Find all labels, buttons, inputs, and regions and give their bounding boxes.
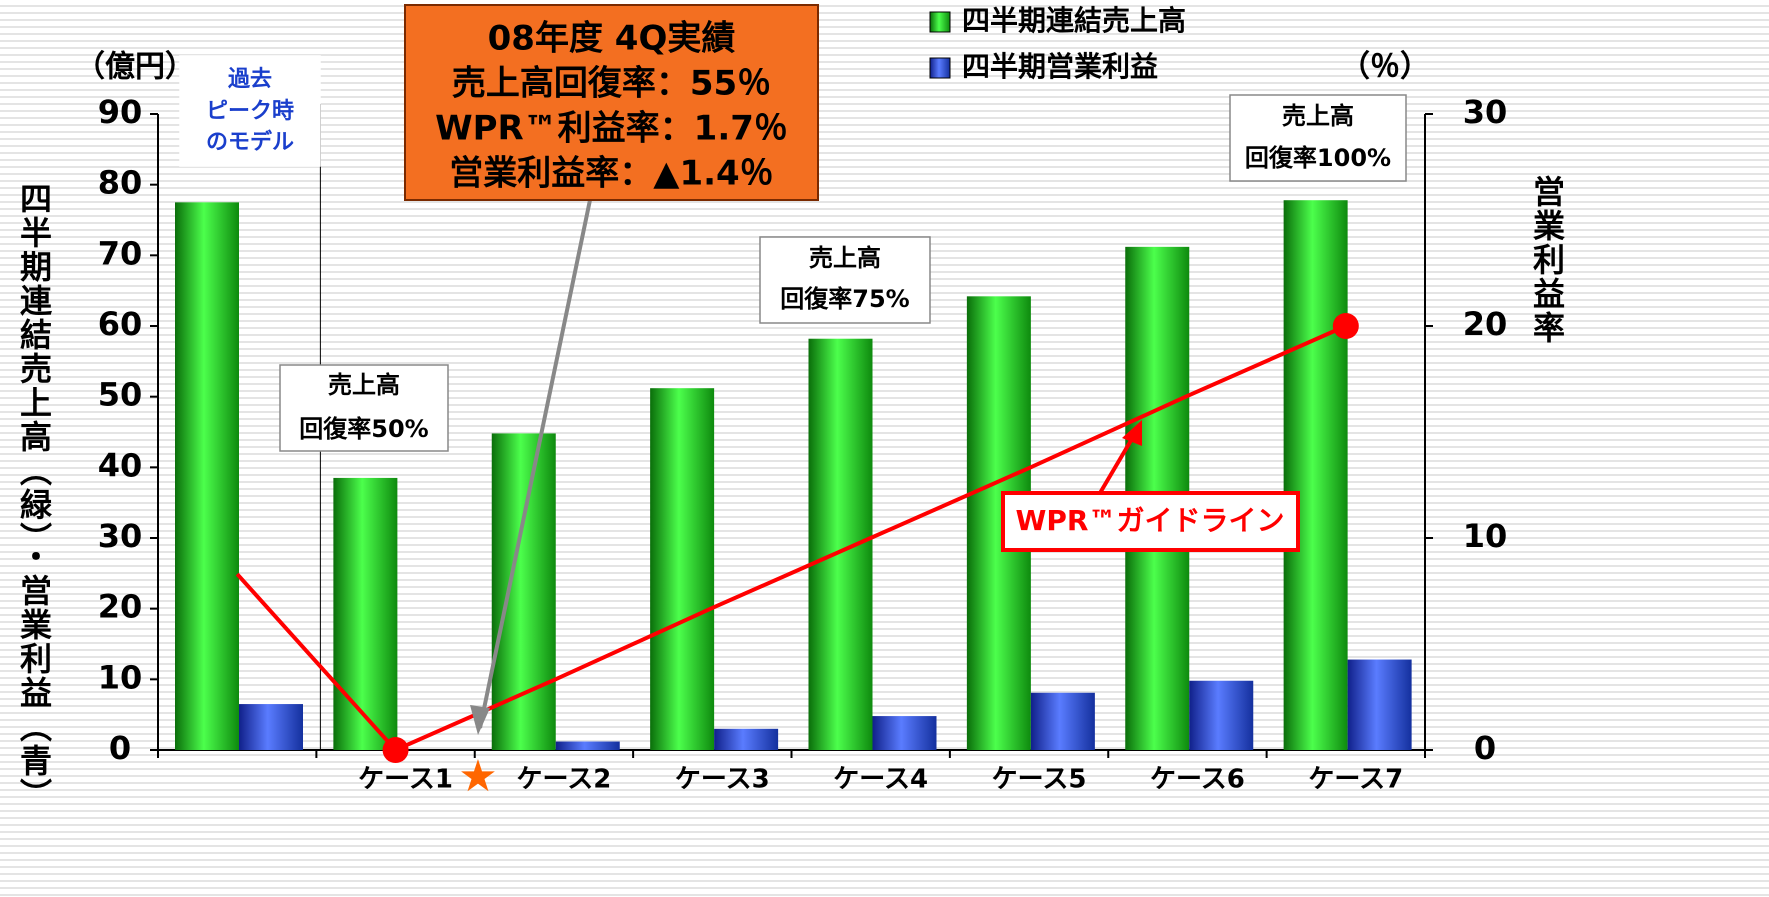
annotation-text: 08年度 4Q実績 xyxy=(488,19,736,59)
y-axis-label: 四半期連結売上高（緑）・営業利益（青） xyxy=(15,182,53,812)
arrow-head xyxy=(1122,420,1142,446)
bar xyxy=(333,477,398,750)
y-tick-label: 70 xyxy=(98,234,143,272)
y2-tick-label: 10 xyxy=(1463,517,1508,555)
x-tick-label: ケース4 xyxy=(833,765,928,795)
bar xyxy=(872,716,937,750)
legend-swatch xyxy=(929,11,951,33)
bar xyxy=(808,338,873,750)
legend-label: 四半期営業利益 xyxy=(962,50,1158,83)
x-tick-label: ケース2 xyxy=(517,765,612,795)
bar xyxy=(714,728,779,750)
annotation-box xyxy=(404,4,819,201)
annotation-box xyxy=(179,55,321,167)
annotation-text: 過去 xyxy=(228,66,272,92)
bar xyxy=(1030,692,1095,750)
callout-arrow xyxy=(478,199,592,729)
line xyxy=(235,324,1347,753)
y2-tick-label: 0 xyxy=(1474,729,1496,767)
x-tick-label: ケース7 xyxy=(1308,765,1403,795)
annotation-text: 営業利益率：▲1.4％ xyxy=(449,154,773,194)
bar xyxy=(555,741,620,750)
y-tick-label: 50 xyxy=(98,376,143,414)
annotation-box xyxy=(1229,94,1407,182)
y-tick-label: 20 xyxy=(98,588,143,626)
annotation-text: 売上高 xyxy=(328,371,400,399)
y2-axis-label: 営業利益率 xyxy=(1528,175,1566,345)
annotation-box xyxy=(1001,491,1300,552)
x-tick-label: ケース5 xyxy=(992,765,1087,795)
annotation-box xyxy=(759,236,931,324)
annotation-text: 回復率50% xyxy=(299,415,428,443)
annotation-text: 回復率75% xyxy=(780,285,909,313)
y-tick-label: 30 xyxy=(98,517,143,555)
bar xyxy=(1189,680,1254,750)
bar xyxy=(1347,659,1412,750)
annotation-box xyxy=(279,364,449,452)
bar xyxy=(650,388,715,750)
y-tick-label: 10 xyxy=(98,658,143,696)
legend-swatch xyxy=(929,57,951,79)
star: ★ xyxy=(458,751,497,802)
annotation-text: のモデル xyxy=(206,129,294,155)
arrow-head xyxy=(470,705,490,735)
y2-tick-label: 30 xyxy=(1463,93,1508,131)
bar xyxy=(239,704,303,750)
y-tick-label: 0 xyxy=(109,729,131,767)
annotation-text: 売上高 xyxy=(809,244,881,272)
annotation-text: ピーク時 xyxy=(206,99,294,124)
callout-arrow xyxy=(1098,430,1138,495)
bar xyxy=(1283,200,1348,751)
y2-tick-label: 20 xyxy=(1463,305,1508,343)
y-tick-label: 60 xyxy=(98,305,143,343)
y-tick-label: 80 xyxy=(98,164,143,202)
y-unit: （億円） xyxy=(75,50,195,85)
annotation-text: WPR™ガイドライン xyxy=(1016,504,1285,537)
x-tick-label: ケース3 xyxy=(675,765,770,795)
x-tick-label: ケース1 xyxy=(358,765,453,795)
annotation-text: 売上高回復率：55％ xyxy=(452,64,771,104)
y-tick-label: 90 xyxy=(98,93,143,131)
y-tick-label: 40 xyxy=(98,446,143,484)
annotation-text: WPR™利益率：1.7％ xyxy=(435,109,788,149)
y2-unit: （％） xyxy=(1340,50,1430,85)
annotation-text: 回復率100% xyxy=(1245,144,1391,172)
legend-label: 四半期連結売上高 xyxy=(962,4,1186,37)
bar xyxy=(175,202,239,751)
annotation-text: 売上高 xyxy=(1282,102,1354,130)
x-tick-label: ケース6 xyxy=(1150,765,1245,795)
marker xyxy=(1332,313,1359,339)
bar xyxy=(491,433,556,750)
marker xyxy=(382,737,409,763)
